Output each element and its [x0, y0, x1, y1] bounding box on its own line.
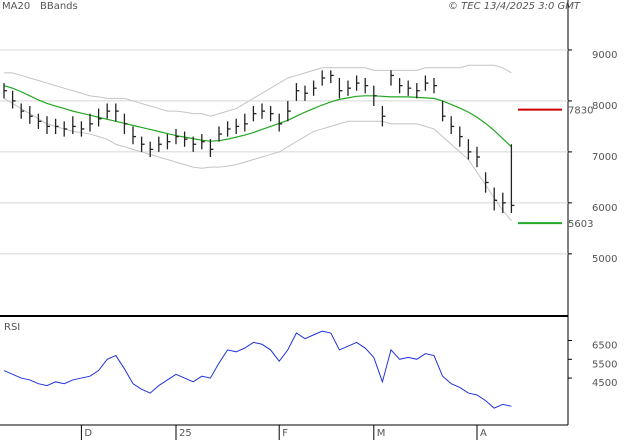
legend-entry: BBands	[40, 1, 78, 12]
level-label: 5603	[568, 219, 593, 230]
x-tick-label: 25	[179, 428, 192, 439]
y-tick-label: 7000	[592, 152, 617, 163]
rsi-title: RSI	[4, 322, 20, 333]
source: © TEC 13/4/2025 3:0 GMT	[448, 1, 581, 12]
level-label: 7830	[568, 106, 593, 117]
y-tick-label: 8000	[592, 101, 617, 112]
y-tick-label: 6000	[592, 203, 617, 214]
x-tick-label: D	[84, 428, 92, 439]
bband-upper	[4, 64, 512, 117]
y-tick-label: 6500	[592, 341, 617, 352]
bband-lower	[3, 97, 512, 222]
ma20-line	[3, 85, 512, 148]
legend-entry: MA20	[2, 1, 30, 12]
rsi-line	[3, 330, 512, 409]
x-tick-label: A	[480, 428, 487, 439]
x-tick-label: M	[377, 428, 386, 439]
y-tick-label: 4500	[592, 378, 617, 389]
y-tick-label: 9000	[592, 50, 617, 61]
y-tick-label: 5000	[592, 254, 617, 265]
x-tick-label: F	[282, 428, 288, 439]
y-tick-label: 5500	[592, 359, 617, 370]
